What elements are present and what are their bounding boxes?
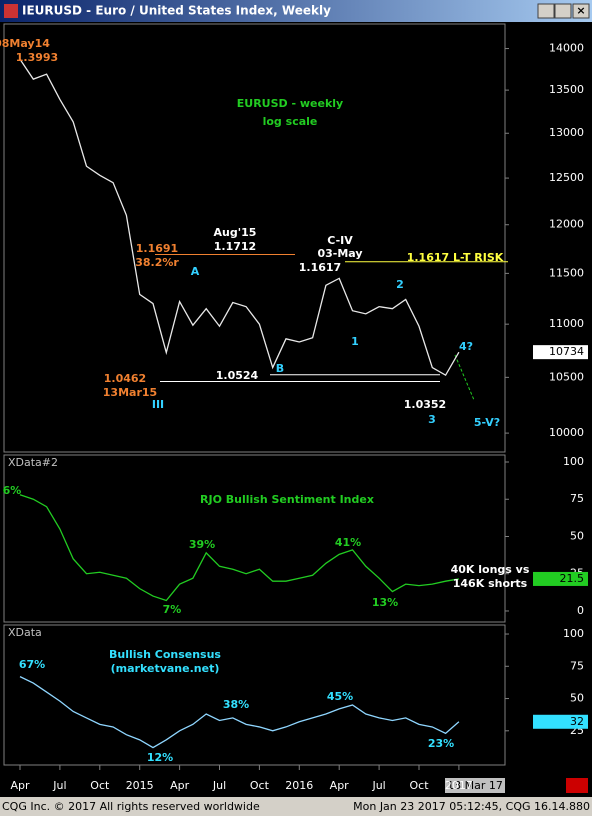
y-tick-label: 50 (570, 692, 584, 705)
x-tick-label: Jul (371, 779, 385, 792)
annotation: 38.2%r (135, 256, 179, 269)
title-bar (0, 0, 592, 22)
annotation: 1.1712 (214, 240, 256, 253)
annotation: 1.0462 (104, 372, 146, 385)
annotation: 03-May (317, 247, 362, 260)
annotation: III (152, 398, 164, 411)
series-line (19, 676, 460, 749)
annotation: 41% (335, 536, 361, 549)
series-line (19, 58, 460, 377)
app-icon (4, 4, 18, 18)
panel-title: Bullish Consensus (109, 648, 221, 661)
y-tick-label: 0 (577, 604, 584, 617)
y-tick-label: 75 (570, 659, 584, 672)
y-tick-label: 12500 (549, 171, 584, 184)
annotation: A (191, 265, 200, 278)
annotation: 1.0352 (404, 398, 446, 411)
x-tick-label: Jul (212, 779, 226, 792)
annotation: 1.1617 (299, 261, 341, 274)
y-tick-label: 10000 (549, 426, 584, 439)
annotation: 5-V? (474, 416, 500, 429)
annotation: 3 (428, 413, 436, 426)
y-tick-label: 13500 (549, 83, 584, 96)
last-value-label: 10734 (549, 345, 584, 358)
y-tick-label: 12000 (549, 218, 584, 231)
annotation: 1.1691 (136, 242, 178, 255)
x-tick-label: Apr (10, 779, 30, 792)
annotation: 38% (223, 698, 249, 711)
x-tick-label: 2015 (126, 779, 154, 792)
last-value-box (533, 571, 588, 586)
last-value-box (533, 714, 588, 729)
consensus-panel (3, 624, 506, 766)
x-tick-label: Jul (52, 779, 66, 792)
annotation: 2 (396, 278, 404, 291)
y-tick-label: 100 (563, 627, 584, 640)
panel-title: RJO Bullish Sentiment Index (200, 493, 374, 506)
price-panel (3, 23, 506, 453)
window-title: IEURUSD - Euro / United States Index, We… (22, 4, 331, 18)
annotation: 4? (459, 340, 473, 353)
y-tick-label: 75 (570, 492, 584, 505)
sentiment-panel (3, 454, 506, 623)
scroll-button[interactable] (566, 778, 588, 793)
x-tick-label: Apr (170, 779, 190, 792)
annotation: 1.1617 L-T RISK (407, 251, 504, 264)
annotation: 13Mar15 (103, 386, 157, 399)
annotation: 13% (372, 596, 398, 609)
annotation: 40K longs vs (451, 563, 530, 576)
annotation: 23% (428, 737, 454, 750)
panel-title: EURUSD - weekly (237, 97, 343, 110)
y-tick-label: 14000 (549, 42, 584, 55)
panel-subtitle: (marketvane.net) (111, 662, 220, 675)
annotation: 08May14 (0, 37, 50, 50)
y-tick-label: 13000 (549, 126, 584, 139)
maximize-button[interactable] (554, 3, 572, 19)
x-tick-label: Oct (409, 779, 429, 792)
status-left: CQG Inc. © 2017 All rights reserved worl… (2, 800, 260, 813)
last-value-label: 32 (570, 715, 584, 728)
y-tick-label: 11000 (549, 317, 584, 330)
panel-subtitle: log scale (263, 115, 318, 128)
y-tick-label: 11500 (549, 266, 584, 279)
y-tick-label: 50 (570, 529, 584, 542)
annotation: 1.3993 (16, 51, 58, 64)
close-icon: × (576, 4, 585, 17)
chart-area (0, 22, 592, 797)
annotation: Aug'15 (214, 226, 257, 239)
panel-label: XData#2 (8, 456, 58, 469)
annotation: C-IV (327, 234, 353, 247)
y-tick-label: 100 (563, 455, 584, 468)
minimize-button[interactable] (537, 3, 555, 19)
x-tick-label: Oct (250, 779, 270, 792)
y-tick-label: 10500 (549, 370, 584, 383)
annotation: 146K shorts (453, 577, 528, 590)
annotation: 6% (3, 484, 22, 497)
annotation: 1 (351, 335, 359, 348)
date-box-label: 13 Mar 17 (447, 779, 503, 792)
annotation: 67% (19, 658, 45, 671)
annotation: 1.0524 (216, 369, 259, 382)
annotation: 39% (189, 538, 215, 551)
projection-arrow (454, 354, 475, 401)
last-value-label: 21.5 (560, 572, 585, 585)
x-tick-label: Apr (330, 779, 350, 792)
status-bar (0, 797, 592, 816)
status-right: Mon Jan 23 2017 05:12:45, CQG 16.14.880 (353, 800, 590, 813)
last-value-box (533, 345, 588, 360)
annotation: B (276, 362, 284, 375)
x-tick-label: 2016 (285, 779, 313, 792)
x-tick-label: 2017 (445, 779, 473, 792)
series-line (19, 494, 460, 602)
annotation: 12% (147, 751, 173, 764)
annotation: 45% (327, 690, 353, 703)
close-button[interactable] (572, 3, 590, 19)
annotation: 7% (163, 603, 182, 616)
panel-label: XData (8, 626, 42, 639)
x-tick-label: Oct (90, 779, 110, 792)
date-box (445, 778, 505, 793)
